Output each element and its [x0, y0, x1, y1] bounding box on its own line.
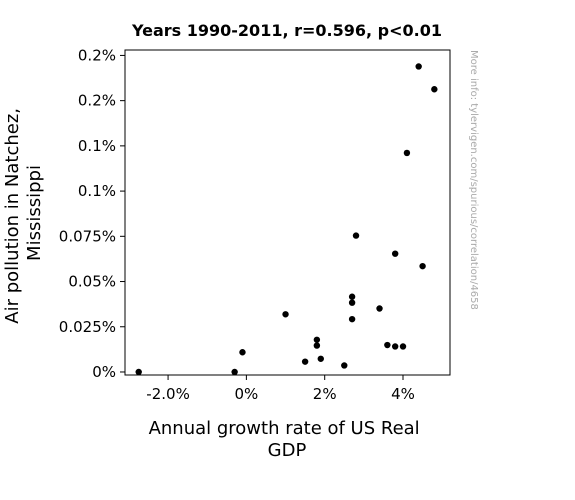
- watermark-text: More info: tylervigen.com/spurious/corre…: [468, 50, 479, 310]
- data-point: [391, 250, 399, 257]
- data-point: [313, 342, 321, 349]
- data-point: [376, 305, 383, 312]
- plot-area-frame: [124, 49, 451, 376]
- data-point: [391, 343, 399, 350]
- x-tick-label: 4%: [391, 385, 415, 403]
- x-tick-label: 0%: [234, 385, 258, 403]
- x-tick-label: 2%: [313, 385, 337, 403]
- chart-title: Years 1990-2011, r=0.596, p<0.01: [131, 21, 442, 40]
- data-point: [399, 343, 407, 350]
- x-tick-label: -2.0%: [146, 385, 190, 403]
- y-axis-label-line-2: Mississippi: [24, 165, 45, 261]
- data-point: [282, 311, 289, 318]
- data-points: [135, 63, 438, 376]
- y-tick-label: 0.1%: [78, 182, 116, 200]
- data-point: [431, 86, 438, 93]
- x-axis-label-line-2: GDP: [268, 440, 307, 461]
- data-point: [313, 336, 321, 343]
- y-axis-label: Air pollution in Natchez, Mississippi: [2, 102, 45, 323]
- y-axis-label-line-1: Air pollution in Natchez,: [2, 108, 23, 324]
- x-axis-label-line-1: Annual growth rate of US Real: [149, 418, 420, 439]
- data-point: [348, 315, 356, 323]
- data-point: [384, 341, 391, 349]
- data-point: [231, 368, 238, 376]
- data-point: [317, 355, 324, 362]
- y-tick-label: 0.05%: [68, 273, 116, 291]
- x-axis-ticks: -2.0% 0% 2% 4%: [146, 375, 415, 403]
- y-tick-label: 0.025%: [59, 318, 116, 336]
- data-point: [341, 362, 348, 369]
- data-point: [419, 262, 426, 270]
- data-point: [135, 368, 142, 376]
- data-point: [415, 63, 422, 70]
- y-axis-ticks: 0% 0.025% 0.05% 0.075% 0.1% 0.1% 0.2% 0.2%: [59, 46, 125, 381]
- y-tick-label: 0.075%: [59, 227, 116, 245]
- y-tick-label: 0.2%: [78, 46, 116, 64]
- data-point: [301, 358, 309, 365]
- y-tick-label: 0.2%: [78, 92, 116, 110]
- data-point: [348, 293, 356, 300]
- data-point: [239, 349, 246, 356]
- x-axis-label: Annual growth rate of US Real GDP: [149, 418, 426, 461]
- data-point: [403, 149, 411, 157]
- data-point: [348, 299, 356, 306]
- y-tick-label: 0.1%: [78, 137, 116, 155]
- data-point: [352, 232, 360, 239]
- y-tick-label: 0%: [92, 363, 116, 381]
